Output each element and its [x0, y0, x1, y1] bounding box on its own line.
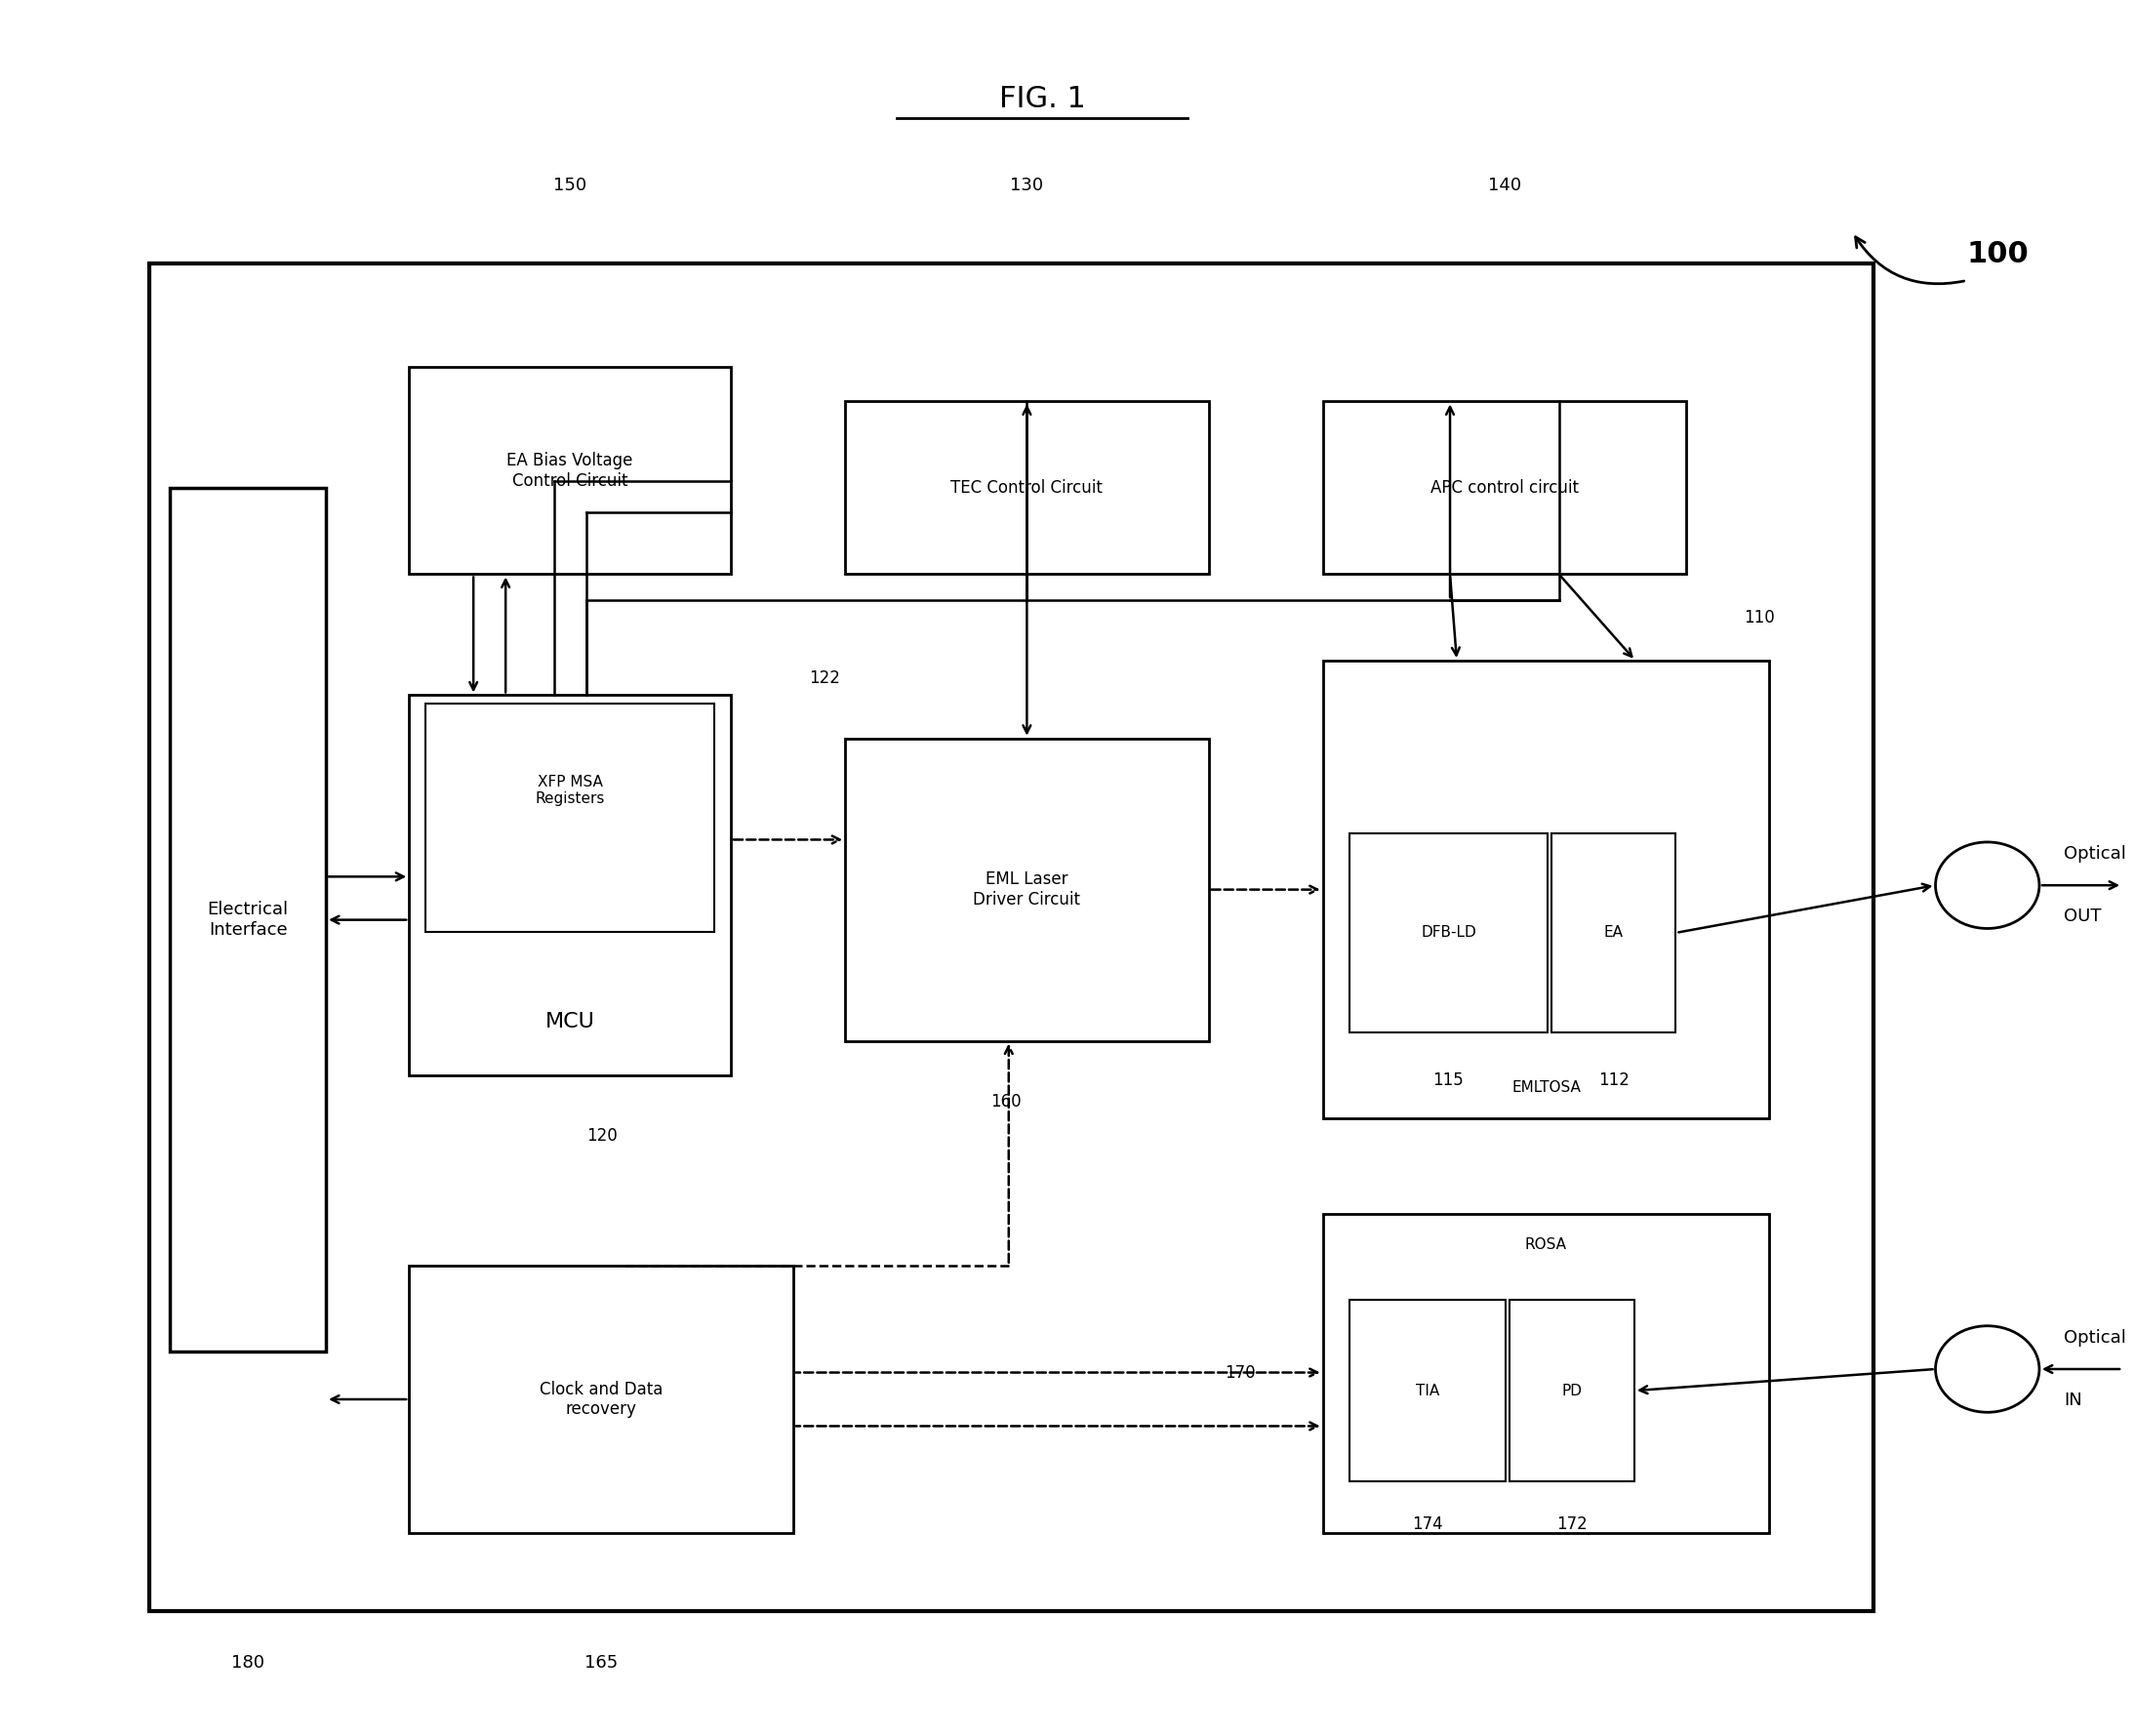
Text: Clock and Data
recovery: Clock and Data recovery — [540, 1380, 664, 1418]
Bar — [1551, 833, 1675, 1033]
Text: Electrical
Interface: Electrical Interface — [207, 901, 288, 939]
Bar — [425, 703, 715, 932]
Bar — [410, 1266, 794, 1533]
Text: 172: 172 — [1556, 1516, 1588, 1533]
FancyArrowPatch shape — [1854, 238, 1963, 283]
Text: EML Laser
Driver Circuit: EML Laser Driver Circuit — [973, 871, 1080, 908]
Bar — [845, 738, 1208, 1042]
Text: IN: IN — [2064, 1391, 2083, 1410]
Text: EA: EA — [1605, 925, 1624, 941]
Text: Optical: Optical — [2064, 845, 2128, 863]
Text: EMLTOSA: EMLTOSA — [1511, 1080, 1581, 1095]
Text: Optical: Optical — [2064, 1330, 2128, 1347]
Text: OUT: OUT — [2064, 908, 2102, 925]
Text: ROSA: ROSA — [1526, 1238, 1566, 1252]
Text: DFB-LD: DFB-LD — [1421, 925, 1477, 941]
Bar — [1323, 1213, 1769, 1533]
Text: PD: PD — [1562, 1384, 1581, 1397]
Bar — [410, 694, 732, 1075]
Text: 174: 174 — [1413, 1516, 1443, 1533]
Bar — [1323, 401, 1686, 575]
Text: 112: 112 — [1598, 1071, 1628, 1088]
Text: FIG. 1: FIG. 1 — [999, 85, 1086, 113]
Text: 100: 100 — [1968, 241, 2029, 269]
Bar — [149, 264, 1874, 1611]
Text: 165: 165 — [585, 1654, 619, 1672]
Text: XFP MSA
Registers: XFP MSA Registers — [536, 774, 604, 806]
Bar — [1323, 661, 1769, 1118]
Bar — [1509, 1300, 1635, 1481]
Text: 122: 122 — [809, 668, 841, 687]
Bar — [171, 488, 327, 1352]
Text: 115: 115 — [1432, 1071, 1464, 1088]
Text: MCU: MCU — [544, 1012, 595, 1031]
Text: 180: 180 — [230, 1654, 265, 1672]
Text: EA Bias Voltage
Control Circuit: EA Bias Voltage Control Circuit — [508, 451, 634, 490]
Bar — [410, 366, 732, 575]
Bar — [1351, 1300, 1507, 1481]
Text: 110: 110 — [1743, 609, 1775, 627]
Text: 160: 160 — [990, 1092, 1022, 1109]
Bar — [1351, 833, 1547, 1033]
Text: TIA: TIA — [1415, 1384, 1440, 1397]
Bar — [845, 401, 1208, 575]
Text: 140: 140 — [1487, 177, 1522, 194]
Text: APC control circuit: APC control circuit — [1430, 479, 1579, 496]
Text: 150: 150 — [553, 177, 587, 194]
Text: 120: 120 — [587, 1127, 617, 1144]
Text: 130: 130 — [1009, 177, 1044, 194]
Text: 170: 170 — [1225, 1364, 1255, 1382]
Text: TEC Control Circuit: TEC Control Circuit — [952, 479, 1103, 496]
